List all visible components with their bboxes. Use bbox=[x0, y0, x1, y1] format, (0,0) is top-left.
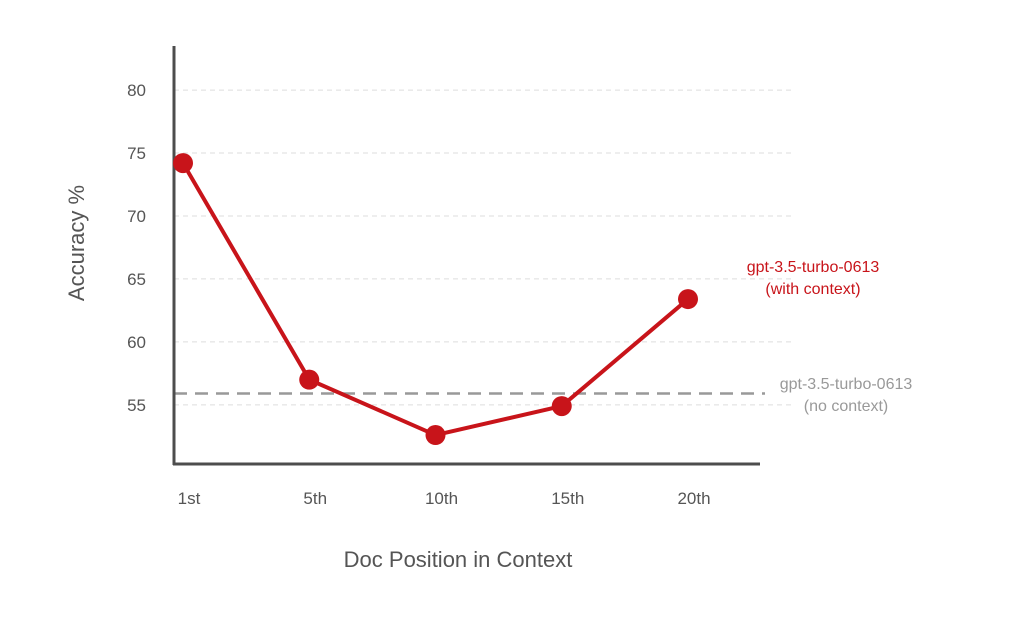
series-label: gpt-3.5-turbo-0613 (with context) bbox=[747, 259, 880, 298]
y-tick-label: 75 bbox=[127, 144, 146, 163]
x-axis-title: Doc Position in Context bbox=[344, 547, 573, 572]
grid-lines bbox=[174, 89, 795, 406]
y-tick-label: 80 bbox=[127, 81, 146, 100]
reference-label-line-2: (no context) bbox=[804, 398, 888, 415]
y-tick-label: 60 bbox=[127, 333, 146, 352]
data-point bbox=[173, 153, 193, 174]
x-tick-label: 10th bbox=[425, 489, 458, 508]
series-label-line-1: gpt-3.5-turbo-0613 bbox=[747, 259, 880, 276]
series-label-line-2: (with context) bbox=[765, 281, 860, 298]
x-tick-label: 20th bbox=[677, 489, 710, 508]
data-point bbox=[299, 369, 320, 390]
reference-line-label: gpt-3.5-turbo-0613 (no context) bbox=[780, 376, 913, 415]
y-tick-labels: 55 60 65 70 75 80 bbox=[127, 81, 146, 415]
y-tick-label: 65 bbox=[127, 270, 146, 289]
data-point bbox=[425, 425, 446, 446]
x-tick-label: 5th bbox=[303, 489, 327, 508]
y-tick-label: 70 bbox=[127, 207, 146, 226]
data-point bbox=[551, 396, 572, 417]
y-tick-label: 55 bbox=[127, 396, 146, 415]
x-tick-label: 15th bbox=[551, 489, 584, 508]
data-point bbox=[678, 289, 698, 310]
series-group bbox=[173, 153, 698, 446]
x-tick-label: 1st bbox=[178, 489, 201, 508]
x-tick-labels: 1st 5th 10th 15th 20th bbox=[178, 489, 711, 508]
reference-label-line-1: gpt-3.5-turbo-0613 bbox=[780, 376, 913, 393]
y-axis-title: Accuracy % bbox=[64, 185, 89, 301]
series-labels: gpt-3.5-turbo-0613 (no context)gpt-3.5-tu… bbox=[747, 259, 913, 415]
